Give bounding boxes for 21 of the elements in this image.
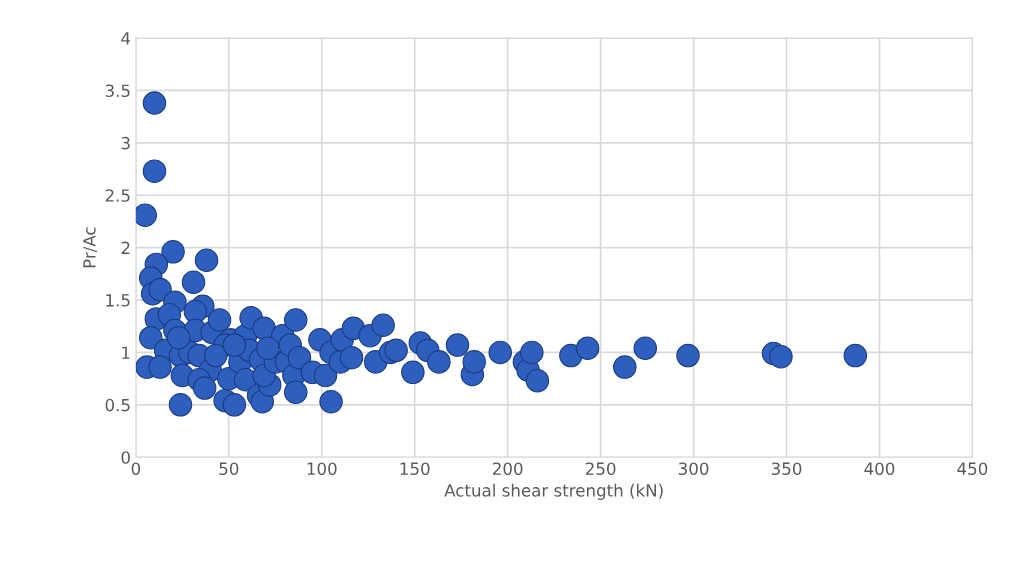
y-tick-label: 0 [121, 451, 130, 464]
x-tick-label: 100 [307, 462, 337, 475]
x-tick-label: 450 [957, 462, 988, 475]
y-tick-label: 1 [122, 346, 130, 359]
y-tick-label: 1.5 [106, 294, 130, 307]
x-axis-title: Actual shear strength (kN) [444, 483, 663, 500]
y-tick-label: 2 [121, 241, 130, 254]
y-tick-label: 0.5 [105, 398, 130, 412]
y-tick-label: 3.5 [105, 84, 130, 98]
x-tick-label: 350 [771, 462, 802, 475]
y-axis-title: Pr/Ac [83, 227, 98, 268]
y-tick-label: 2.5 [105, 189, 130, 202]
x-tick-label: 250 [585, 462, 616, 475]
x-tick-label: 0 [131, 462, 141, 475]
x-tick-label: 200 [492, 462, 523, 475]
x-tick-label: 150 [400, 462, 430, 475]
y-tick-label: 4 [121, 32, 131, 45]
y-tick-label: 3 [121, 136, 130, 150]
x-tick-label: 50 [219, 462, 239, 475]
x-tick-label: 400 [864, 462, 895, 475]
x-tick-label: 300 [678, 462, 709, 475]
